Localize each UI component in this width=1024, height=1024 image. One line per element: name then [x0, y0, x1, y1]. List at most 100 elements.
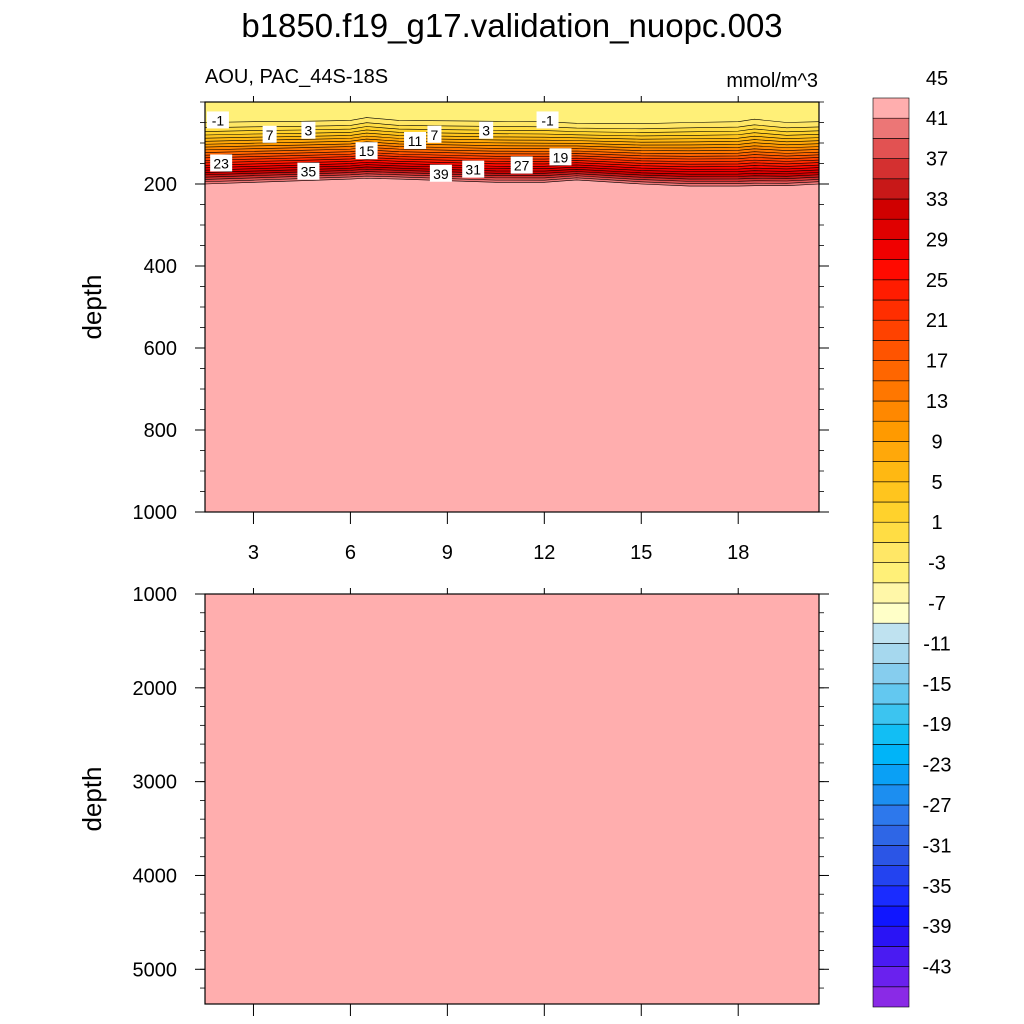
colorbar-label: -15	[923, 674, 952, 696]
lower-y-axis-label: depth	[77, 766, 107, 831]
colorbar-label: 45	[926, 68, 948, 90]
colorbar-swatch	[872, 663, 910, 685]
contour-label: 11	[404, 131, 427, 149]
contour-label: -1	[206, 111, 229, 129]
contour-label-text: 35	[301, 164, 317, 180]
contour-line	[204, 175, 820, 185]
contour-label: 27	[510, 156, 533, 174]
colorbar-swatch	[872, 218, 910, 240]
x-tick-label: 18	[727, 542, 749, 564]
contour-line	[204, 149, 820, 157]
colorbar-label: -3	[928, 553, 946, 575]
colorbar-label: -19	[923, 714, 952, 736]
colorbar-label: 25	[926, 270, 948, 292]
colorbar-label: -27	[923, 795, 952, 817]
colorbar: 45 41 37 33 29 25 21 17 13 9 5 1 -3 -7 -11 -15 -19 -23 -27…	[872, 68, 952, 1008]
y-tick-label: 600	[144, 338, 177, 360]
colorbar-swatch	[872, 865, 910, 887]
colorbar-swatch	[872, 784, 910, 806]
colorbar-swatch	[872, 824, 910, 846]
x-tick-label: 9	[442, 542, 453, 564]
colorbar-label: -39	[923, 916, 952, 938]
y-tick-label: 200	[144, 174, 177, 196]
colorbar-swatch	[872, 178, 910, 200]
x-tick-label: 12	[533, 542, 555, 564]
colorbar-swatch	[872, 744, 910, 765]
contour-label: 7	[262, 125, 277, 143]
y-tick-label: 3000	[133, 772, 178, 794]
y-tick-label: 5000	[133, 959, 178, 981]
colorbar-label: 5	[931, 472, 942, 494]
contour-label-text: 3	[482, 123, 490, 139]
colorbar-label: 33	[926, 189, 948, 211]
contour-label: 39	[429, 164, 452, 182]
colorbar-swatch	[872, 845, 910, 866]
colorbar-swatch	[872, 764, 910, 786]
lower-panel-background	[205, 594, 819, 1004]
contour-label: -1	[536, 111, 559, 129]
colorbar-swatch	[872, 279, 910, 301]
colorbar-swatch	[872, 582, 910, 604]
y-tick-label: 800	[144, 420, 177, 442]
lower-panel: 1000 2000 3000 4000 5000 depth	[77, 584, 829, 1016]
contour-line	[204, 146, 820, 154]
colorbar-swatch	[872, 138, 910, 159]
contour-label-text: 7	[431, 127, 439, 143]
colorbar-swatch	[872, 380, 910, 402]
region-label: AOU, PAC_44S-18S	[205, 66, 388, 88]
colorbar-swatch	[872, 319, 910, 341]
contour-line	[204, 117, 820, 125]
contour-line	[204, 129, 820, 137]
upper-axis-ticks: 200 400 600 800 1000 3 6 9 12 15 18	[133, 96, 829, 564]
colorbar-label: 13	[926, 391, 948, 413]
colorbar-label: -23	[923, 755, 952, 777]
colorbar-swatch	[872, 986, 910, 1008]
contour-label-text: 23	[213, 156, 229, 172]
contour-label: 7	[427, 125, 442, 143]
contour-label-text: -1	[541, 112, 554, 128]
colorbar-swatch	[872, 360, 910, 382]
colorbar-label: -31	[923, 835, 952, 857]
colorbar-label: 37	[926, 149, 948, 171]
contour-label-text: 11	[408, 133, 423, 149]
contour-label-text: 3	[305, 123, 313, 139]
colorbar-swatch	[872, 158, 910, 180]
contour-label-text: -1	[212, 112, 225, 128]
negative-aou-band	[205, 102, 819, 124]
colorbar-label: 41	[926, 108, 948, 130]
colorbar-swatch	[872, 420, 910, 442]
contour-label: 35	[297, 162, 320, 180]
colorbar-label: -43	[923, 957, 952, 979]
colorbar-label: -35	[923, 876, 952, 898]
colorbar-swatch	[872, 97, 910, 119]
contour-label-text: 31	[465, 162, 481, 178]
colorbar-swatch	[872, 622, 910, 644]
y-tick-label: 2000	[133, 678, 178, 700]
colorbar-swatch	[872, 905, 910, 927]
colorbar-swatch	[872, 703, 910, 725]
colorbar-swatch	[872, 683, 910, 705]
figure-title: b1850.f19_g17.validation_nuopc.003	[241, 7, 782, 44]
contour-line	[204, 132, 820, 140]
y-tick-label: 1000	[133, 502, 178, 524]
contour-line	[204, 177, 820, 187]
colorbar-label: 1	[931, 512, 942, 534]
units-label: mmol/m^3	[726, 70, 818, 92]
contour-label-text: 7	[266, 127, 274, 143]
upper-contour-labels: -1 7 3 23 35 15 11 7 39 31 3 27 -1 19	[206, 111, 572, 182]
contour-line	[204, 171, 820, 180]
contour-line	[204, 126, 820, 133]
x-tick-label: 15	[630, 542, 652, 564]
colorbar-swatch	[872, 117, 910, 139]
colorbar-swatch	[872, 643, 910, 664]
contour-line	[204, 173, 820, 182]
x-tick-label: 3	[248, 542, 259, 564]
colorbar-label: -7	[928, 593, 946, 615]
x-tick-label: 6	[345, 542, 356, 564]
contour-label: 15	[355, 142, 378, 160]
contour-line	[204, 122, 820, 130]
lower-panel-frame	[204, 593, 820, 1005]
colorbar-swatch	[872, 562, 910, 584]
colorbar-label: 9	[931, 431, 942, 453]
